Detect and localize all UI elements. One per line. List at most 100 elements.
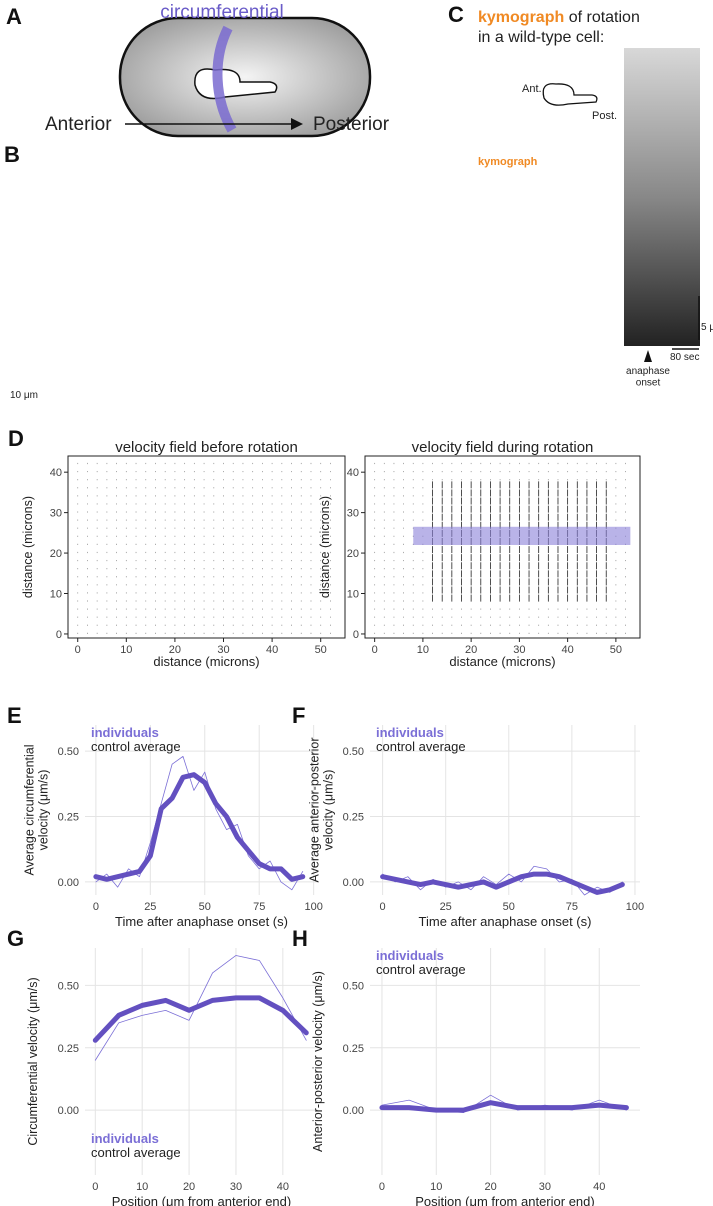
- panel-label: D: [8, 426, 24, 451]
- x-tick-label: 0: [379, 1181, 385, 1193]
- panel-label: E: [7, 703, 22, 728]
- y-tick-label: 0.50: [58, 980, 79, 992]
- hand-icon: [542, 83, 598, 106]
- x-tick-label: 20: [183, 1181, 195, 1193]
- chart-title: velocity field during rotation: [412, 439, 594, 456]
- y-axis-label: Circumferential velocity (μm/s): [26, 977, 40, 1145]
- x-tick-label: 100: [304, 901, 322, 913]
- x-tick-label: 25: [144, 901, 156, 913]
- x-axis-label: Time after anaphase onset (s): [419, 914, 592, 929]
- x-axis-label: Time after anaphase onset (s): [115, 914, 288, 929]
- y-tick-label: 0.50: [343, 980, 364, 992]
- x-tick-label: 50: [610, 644, 622, 656]
- y-tick-label: 40: [50, 467, 62, 479]
- kymograph-word: kymograph: [478, 9, 564, 26]
- anterior-label: Anterior: [45, 114, 112, 135]
- y-tick-label: 40: [347, 467, 359, 479]
- x-tick-label: 0: [380, 901, 386, 913]
- kymograph-title: in a wild-type cell:: [478, 29, 604, 46]
- series-line: [94, 955, 307, 1061]
- arrow-label: circumferential: [160, 2, 284, 23]
- series-line: [382, 865, 623, 896]
- onset-marker: [644, 350, 652, 362]
- x-tick-label: 20: [169, 644, 181, 656]
- plot-frame: [364, 455, 641, 639]
- y-tick-label: 0.25: [343, 1043, 364, 1055]
- x-tick-label: 0: [93, 901, 99, 913]
- y-tick-label: 20: [50, 548, 62, 560]
- y-axis-label: Anterior-posterior velocity (μm/s): [311, 971, 325, 1152]
- kymograph-title: kymograph of rotation: [478, 9, 640, 26]
- y-tick-label: 30: [347, 508, 359, 520]
- x-tick-label: 40: [562, 644, 574, 656]
- panel-label: C: [448, 2, 464, 27]
- y-tick-label: 0.00: [58, 1105, 79, 1117]
- legend-label: control average: [376, 962, 466, 977]
- x-axis-label: distance (microns): [449, 654, 555, 669]
- panel-label: A: [6, 4, 22, 29]
- y-tick-label: 0.00: [58, 877, 79, 889]
- rotation-arrow: [212, 25, 237, 133]
- x-tick-label: 0: [92, 1181, 98, 1193]
- kymograph-label: kymograph: [478, 156, 538, 168]
- series-line: [380, 871, 625, 895]
- y-tick-label: 10: [50, 589, 62, 601]
- panel-label: G: [7, 926, 24, 951]
- y-tick-label: 0.00: [343, 1105, 364, 1117]
- y-axis-label: Average anterior-posteriorvelocity (μm/s…: [307, 738, 335, 883]
- x-tick-label: 10: [136, 1181, 148, 1193]
- x-tick-label: 40: [593, 1181, 605, 1193]
- y-tick-label: 0: [56, 629, 62, 641]
- series-line: [92, 995, 309, 1043]
- x-tick-label: 30: [539, 1181, 551, 1193]
- x-tick-label: 25: [440, 901, 452, 913]
- legend-label: control average: [91, 1145, 181, 1160]
- y-axis-label: Average circumferentialvelocity (μm/s): [22, 744, 50, 875]
- x-tick-label: 10: [430, 1181, 442, 1193]
- ant-label: Ant.: [522, 83, 542, 95]
- legend-label: control average: [376, 739, 466, 754]
- highlight-band: [413, 526, 631, 545]
- panel-label: F: [292, 703, 305, 728]
- panel-label: B: [4, 142, 20, 167]
- x-tick-label: 30: [513, 644, 525, 656]
- y-tick-label: 20: [347, 548, 359, 560]
- post-label: Post.: [592, 110, 617, 122]
- y-tick-label: 30: [50, 508, 62, 520]
- x-tick-label: 0: [75, 644, 81, 656]
- y-tick-label: 10: [347, 589, 359, 601]
- y-tick-label: 0.50: [343, 746, 364, 758]
- x-tick-label: 30: [230, 1181, 242, 1193]
- x-tick-label: 40: [277, 1181, 289, 1193]
- legend-label: individuals: [376, 725, 444, 740]
- chart-title: velocity field before rotation: [115, 439, 298, 456]
- series-line: [379, 1100, 629, 1113]
- x-tick-label: 20: [484, 1181, 496, 1193]
- x-axis-label: Position (μm from anterior end): [112, 1194, 291, 1206]
- x-tick-label: 10: [120, 644, 132, 656]
- legend-label: individuals: [91, 1131, 159, 1146]
- plot-area: [370, 725, 640, 895]
- legend-label: control average: [91, 739, 181, 754]
- y-axis-label: distance (microns): [21, 496, 35, 598]
- x-tick-label: 0: [372, 644, 378, 656]
- y-tick-label: 0.25: [58, 1043, 79, 1055]
- title-rest: of rotation: [564, 9, 640, 26]
- x-tick-label: 100: [626, 901, 644, 913]
- y-tick-label: 0.50: [58, 746, 79, 758]
- panel-label: H: [292, 926, 308, 951]
- y-tick-label: 0.00: [343, 877, 364, 889]
- scale-label: 10 μm: [10, 390, 38, 401]
- cell-drawing: [118, 16, 372, 138]
- y-tick-label: 0: [353, 629, 359, 641]
- legend-label: individuals: [376, 948, 444, 963]
- kymograph-image: [624, 48, 700, 346]
- x-tick-label: 20: [465, 644, 477, 656]
- x-tick-label: 75: [253, 901, 265, 913]
- x-tick-label: 50: [315, 644, 327, 656]
- posterior-label: Posterior: [313, 114, 390, 135]
- legend-label: individuals: [91, 725, 159, 740]
- y-tick-label: 0.25: [343, 812, 364, 824]
- x-axis-label: distance (microns): [153, 654, 259, 669]
